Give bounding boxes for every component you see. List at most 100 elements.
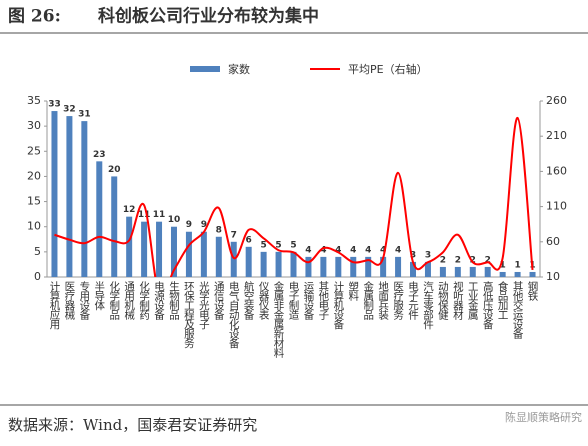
bar-value-label: 9 — [186, 220, 192, 230]
bar-value-label: 32 — [63, 105, 76, 115]
bar-value-label: 2 — [470, 255, 476, 265]
x-tick-label: 动物保健 — [437, 281, 449, 321]
bar-value-label: 8 — [216, 225, 222, 235]
y-tick-label: 25 — [27, 144, 41, 157]
bar — [51, 111, 58, 277]
bar — [424, 261, 431, 277]
x-tick-label: 光学光电子 — [198, 280, 210, 329]
bar — [410, 261, 417, 277]
bar-value-label: 4 — [350, 245, 356, 255]
x-tick-label: 钢铁 — [527, 280, 539, 302]
x-tick-label: 电源设备 — [153, 280, 165, 321]
bar — [350, 256, 357, 277]
bar-value-label: 20 — [108, 165, 121, 175]
x-tick-label: 化学制品 — [108, 280, 120, 321]
bar-value-label: 4 — [305, 245, 311, 255]
x-tick-label: 食品加工 — [497, 280, 509, 319]
bar — [395, 256, 402, 277]
bar-value-label: 4 — [320, 245, 326, 255]
bar-value-label: 4 — [380, 245, 386, 255]
bar — [290, 251, 297, 277]
x-tick-label: 仪器仪表 — [258, 281, 270, 321]
x-tick-label: 运输设备 — [302, 281, 314, 321]
x-tick-label: 化学制药 — [138, 280, 150, 321]
bar — [469, 266, 476, 277]
watermark: 陈显顺策略研究 — [505, 410, 582, 424]
bar — [499, 271, 506, 277]
x-tick-label: 汽车零部件 — [422, 280, 434, 330]
x-tick-label: 专用设备 — [78, 280, 90, 321]
bar — [484, 266, 491, 277]
bar — [439, 266, 446, 277]
bar-value-label: 9 — [201, 220, 207, 230]
bar — [305, 256, 312, 277]
legend-label: 平均PE（右轴） — [348, 62, 428, 76]
x-tick-label: 通信设备 — [213, 281, 225, 321]
x-tick-label: 计算机应用 — [48, 280, 60, 330]
bar-value-label: 5 — [290, 240, 296, 250]
bar — [380, 256, 387, 277]
x-tick-label: 半导体 — [93, 280, 105, 311]
y-tick-label: 30 — [27, 119, 41, 132]
bar-value-label: 12 — [123, 205, 136, 215]
x-tick-label: 地面兵装 — [377, 280, 389, 321]
bar — [170, 226, 177, 277]
y-tick-label: 0 — [34, 270, 41, 283]
bar — [529, 271, 536, 277]
x-tick-label: 塑料 — [347, 280, 359, 302]
bar — [335, 256, 342, 277]
y2-tick-label: 210 — [546, 129, 567, 142]
x-tick-label: 金属非金属新材料 — [273, 280, 285, 359]
bar-value-label: 4 — [365, 245, 371, 255]
x-tick-label: 医疗器械 — [63, 281, 75, 321]
bar-value-label: 2 — [440, 255, 446, 265]
bar — [200, 231, 207, 277]
bar-value-label: 5 — [260, 240, 266, 250]
bar — [185, 231, 192, 277]
bar — [454, 266, 461, 277]
x-tick-label: 工业金属 — [467, 281, 479, 321]
x-tick-label: 环保工程及服务 — [183, 281, 195, 349]
bar — [245, 246, 252, 277]
bar — [320, 256, 327, 277]
bar-value-label: 5 — [275, 240, 281, 250]
bar — [275, 251, 282, 277]
y2-tick-label: 110 — [546, 200, 567, 213]
y-tick-label: 15 — [27, 195, 41, 208]
bar-value-label: 1 — [514, 260, 520, 270]
y2-tick-label: 260 — [546, 94, 567, 107]
bar-value-label: 11 — [138, 210, 151, 220]
bar-value-label: 7 — [231, 230, 237, 240]
x-tick-label: 视听器材 — [452, 280, 464, 320]
y-tick-label: 20 — [27, 169, 41, 182]
bar-value-label: 11 — [153, 210, 166, 220]
source: 数据来源：Wind，国泰君安证券研究 — [8, 416, 257, 434]
bar-value-label: 23 — [93, 150, 106, 160]
bar-value-label: 3 — [425, 250, 431, 260]
bar — [230, 241, 237, 277]
y2-tick-label: 60 — [546, 235, 560, 248]
bar — [365, 256, 372, 277]
bar-value-label: 4 — [395, 245, 401, 255]
x-tick-label: 计算机设备 — [332, 280, 344, 330]
x-tick-label: 电子制造 — [288, 280, 300, 320]
figure-number: 图 26: — [8, 7, 61, 27]
x-tick-label: 医疗服务 — [392, 281, 404, 321]
bar — [514, 271, 521, 277]
bar-value-label: 1 — [500, 260, 506, 270]
bar-value-label: 31 — [78, 110, 91, 120]
bar-value-label: 4 — [335, 245, 341, 255]
bar — [156, 221, 163, 277]
y-tick-label: 10 — [27, 220, 41, 233]
x-tick-label: 高低压设备 — [482, 280, 494, 330]
x-tick-label: 通用机械 — [123, 281, 135, 321]
chart-title: 科创板公司行业分布较为集中 — [98, 6, 319, 27]
bar — [111, 176, 118, 277]
bar — [126, 216, 133, 277]
x-tick-label: 电子元件 — [407, 280, 419, 321]
x-tick-label: 生物制品 — [168, 280, 180, 321]
bar — [66, 116, 73, 277]
y-tick-label: 5 — [34, 245, 41, 258]
bar — [96, 161, 103, 277]
bar-value-label: 2 — [455, 255, 461, 265]
